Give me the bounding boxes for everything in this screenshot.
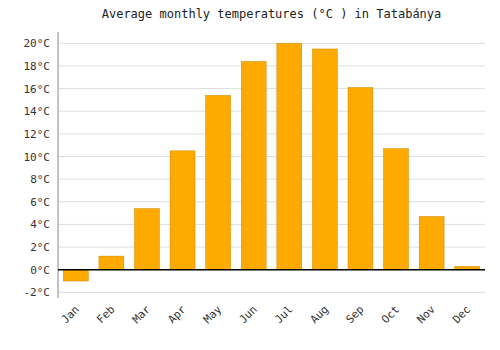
grid-line: [58, 65, 485, 66]
bar: [135, 209, 160, 270]
bar: [206, 95, 231, 269]
grid-line: [58, 179, 485, 180]
zero-line: [58, 269, 485, 271]
x-tick-label: Aug: [308, 303, 331, 326]
grid-line: [58, 201, 485, 202]
y-grid: [58, 43, 485, 292]
grid-line: [58, 111, 485, 112]
bar: [348, 87, 373, 269]
y-axis-line: [58, 32, 59, 298]
bar: [63, 270, 88, 281]
x-tick-label: Feb: [94, 303, 117, 326]
y-tick-label: 4°C: [30, 218, 50, 231]
x-tick-label: Apr: [165, 303, 189, 327]
y-tick-label: 10°C: [24, 151, 51, 164]
x-tick-label: Sep: [343, 303, 366, 326]
bar: [384, 149, 409, 270]
y-tick-label: 16°C: [24, 83, 51, 96]
x-tick-label: Nov: [415, 303, 439, 327]
y-tick-label: 8°C: [30, 173, 50, 186]
grid-line: [58, 269, 485, 270]
bar: [170, 151, 195, 270]
grid-line: [58, 133, 485, 134]
chart-svg: Average monthly temperatures (°C ) in Ta…: [0, 0, 500, 350]
x-tick-label: Mar: [130, 303, 154, 327]
x-tick-label: Oct: [379, 303, 402, 326]
bar: [99, 256, 124, 270]
y-tick-label: 18°C: [24, 60, 51, 73]
grid-line: [58, 88, 485, 89]
chart-container: Average monthly temperatures (°C ) in Ta…: [0, 0, 500, 350]
x-tick-label: May: [201, 303, 225, 327]
x-tick-label: Jun: [237, 303, 260, 326]
y-tick-label: 20°C: [24, 37, 51, 50]
x-tick-label: Jan: [59, 303, 82, 326]
y-tick-label: 12°C: [24, 128, 51, 141]
bar: [312, 49, 337, 270]
bars: [63, 43, 479, 281]
y-tick-label: 2°C: [30, 241, 50, 254]
grid-line: [58, 43, 485, 44]
bar: [277, 43, 302, 269]
y-tick-label: 6°C: [30, 196, 50, 209]
x-tick-label: Jul: [272, 303, 295, 326]
title: Average monthly temperatures (°C ) in Ta…: [102, 7, 442, 21]
bar: [419, 217, 444, 270]
y-tick-label: 0°C: [30, 264, 50, 277]
grid-line: [58, 156, 485, 157]
y-tick-label: 14°C: [24, 105, 51, 118]
x-tick-label: Dec: [450, 303, 473, 326]
y-tick-label: -2°C: [24, 286, 51, 299]
grid-line: [58, 292, 485, 293]
bar: [241, 61, 266, 269]
